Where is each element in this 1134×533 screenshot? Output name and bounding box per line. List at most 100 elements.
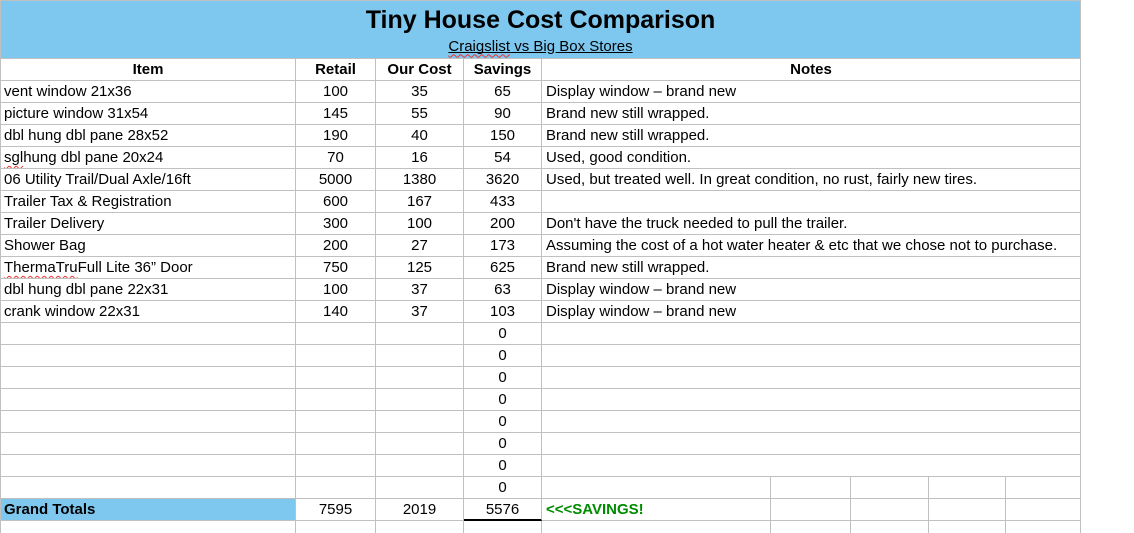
totals-our-cost-cell[interactable]: 2019 <box>376 499 464 521</box>
notes-cell[interactable]: Display window – brand new <box>542 81 1081 103</box>
our-cost-cell[interactable]: 16 <box>376 147 464 169</box>
retail-cell[interactable]: 5000 <box>296 169 376 191</box>
totals-notes-extra-cell[interactable] <box>851 499 929 521</box>
notes-cell[interactable]: Display window – brand new <box>542 301 1081 323</box>
item-cell[interactable]: 06 Utility Trail/Dual Axle/16ft <box>1 169 296 191</box>
col-header-retail[interactable]: Retail <box>296 59 376 81</box>
retail-cell[interactable]: 100 <box>296 279 376 301</box>
item-cell[interactable]: picture window 31x54 <box>1 103 296 125</box>
savings-cell[interactable]: 3620 <box>464 169 542 191</box>
item-cell[interactable]: Trailer Tax & Registration <box>1 191 296 213</box>
savings-cell[interactable]: 0 <box>464 389 542 411</box>
notes-cell[interactable]: Used, good condition. <box>542 147 1081 169</box>
savings-cell[interactable]: 63 <box>464 279 542 301</box>
item-cell[interactable]: vent window 21x36 <box>1 81 296 103</box>
savings-cell[interactable]: 173 <box>464 235 542 257</box>
notes-cell[interactable]: Brand new still wrapped. <box>542 257 1081 279</box>
item-cell[interactable]: Trailer Delivery <box>1 213 296 235</box>
col-header-item[interactable]: Item <box>1 59 296 81</box>
notes-cell[interactable]: Brand new still wrapped. <box>542 125 1081 147</box>
savings-cell[interactable] <box>464 521 542 533</box>
our-cost-cell[interactable] <box>376 455 464 477</box>
notes-cell[interactable]: Don't have the truck needed to pull the … <box>542 213 1081 235</box>
savings-cell[interactable]: 200 <box>464 213 542 235</box>
notes-cell[interactable] <box>542 191 1081 213</box>
retail-cell[interactable]: 140 <box>296 301 376 323</box>
col-header-our-cost[interactable]: Our Cost <box>376 59 464 81</box>
col-header-savings[interactable]: Savings <box>464 59 542 81</box>
item-cell[interactable]: dbl hung dbl pane 22x31 <box>1 279 296 301</box>
our-cost-cell[interactable]: 35 <box>376 81 464 103</box>
totals-notes-extra-cell[interactable] <box>771 499 851 521</box>
item-cell[interactable]: ThermaTru Full Lite 36” Door <box>1 257 296 279</box>
retail-cell[interactable]: 600 <box>296 191 376 213</box>
retail-cell[interactable]: 300 <box>296 213 376 235</box>
retail-cell[interactable]: 100 <box>296 81 376 103</box>
notes-extra-cell[interactable] <box>771 477 851 499</box>
savings-cell[interactable]: 0 <box>464 323 542 345</box>
our-cost-cell[interactable] <box>376 521 464 533</box>
our-cost-cell[interactable] <box>376 345 464 367</box>
retail-cell[interactable] <box>296 433 376 455</box>
notes-extra-cell[interactable] <box>851 521 929 533</box>
item-cell[interactable] <box>1 521 296 533</box>
item-cell[interactable] <box>1 367 296 389</box>
our-cost-cell[interactable]: 55 <box>376 103 464 125</box>
retail-cell[interactable] <box>296 389 376 411</box>
retail-cell[interactable] <box>296 455 376 477</box>
notes-cell[interactable]: Display window – brand new <box>542 279 1081 301</box>
our-cost-cell[interactable] <box>376 389 464 411</box>
savings-cell[interactable]: 0 <box>464 433 542 455</box>
notes-extra-cell[interactable] <box>1006 477 1081 499</box>
savings-cell[interactable]: 54 <box>464 147 542 169</box>
sheet-title[interactable]: Tiny House Cost Comparison <box>365 5 716 34</box>
totals-retail-cell[interactable]: 7595 <box>296 499 376 521</box>
savings-cell[interactable]: 103 <box>464 301 542 323</box>
notes-cell[interactable] <box>542 367 1081 389</box>
notes-extra-cell[interactable] <box>1006 521 1081 533</box>
our-cost-cell[interactable] <box>376 477 464 499</box>
notes-cell[interactable] <box>542 345 1081 367</box>
notes-extra-cell[interactable] <box>771 521 851 533</box>
savings-cell[interactable]: 0 <box>464 411 542 433</box>
retail-cell[interactable]: 200 <box>296 235 376 257</box>
retail-cell[interactable] <box>296 411 376 433</box>
savings-cell[interactable]: 90 <box>464 103 542 125</box>
our-cost-cell[interactable]: 1380 <box>376 169 464 191</box>
retail-cell[interactable] <box>296 367 376 389</box>
item-cell[interactable]: sgl hung dbl pane 20x24 <box>1 147 296 169</box>
our-cost-cell[interactable]: 37 <box>376 279 464 301</box>
savings-cell[interactable]: 433 <box>464 191 542 213</box>
retail-cell[interactable] <box>296 323 376 345</box>
retail-cell[interactable]: 70 <box>296 147 376 169</box>
notes-cell[interactable] <box>542 411 1081 433</box>
notes-cell[interactable] <box>542 455 1081 477</box>
notes-cell[interactable]: Assuming the cost of a hot water heater … <box>542 235 1081 257</box>
totals-notes-extra-cell[interactable] <box>929 499 1006 521</box>
our-cost-cell[interactable]: 167 <box>376 191 464 213</box>
item-cell[interactable]: Shower Bag <box>1 235 296 257</box>
item-cell[interactable] <box>1 323 296 345</box>
notes-extra-cell[interactable] <box>929 521 1006 533</box>
savings-cell[interactable]: 0 <box>464 455 542 477</box>
item-cell[interactable]: dbl hung dbl pane 28x52 <box>1 125 296 147</box>
notes-cell[interactable]: Used, but treated well. In great conditi… <box>542 169 1081 191</box>
sheet-subtitle[interactable]: Craigslist vs Big Box Stores <box>448 37 633 55</box>
totals-notes-extra-cell[interactable] <box>1006 499 1081 521</box>
our-cost-cell[interactable]: 100 <box>376 213 464 235</box>
item-cell[interactable] <box>1 345 296 367</box>
savings-cell[interactable]: 0 <box>464 477 542 499</box>
retail-cell[interactable]: 190 <box>296 125 376 147</box>
col-header-notes[interactable]: Notes <box>542 59 1081 81</box>
notes-cell[interactable] <box>542 323 1081 345</box>
notes-cell[interactable]: Brand new still wrapped. <box>542 103 1081 125</box>
savings-cell[interactable]: 0 <box>464 345 542 367</box>
savings-cell[interactable]: 65 <box>464 81 542 103</box>
savings-cell[interactable]: 0 <box>464 367 542 389</box>
retail-cell[interactable] <box>296 345 376 367</box>
notes-cell[interactable] <box>542 477 771 499</box>
totals-item-cell[interactable]: Grand Totals <box>1 499 296 521</box>
savings-cell[interactable]: 150 <box>464 125 542 147</box>
savings-cell[interactable]: 625 <box>464 257 542 279</box>
item-cell[interactable] <box>1 389 296 411</box>
